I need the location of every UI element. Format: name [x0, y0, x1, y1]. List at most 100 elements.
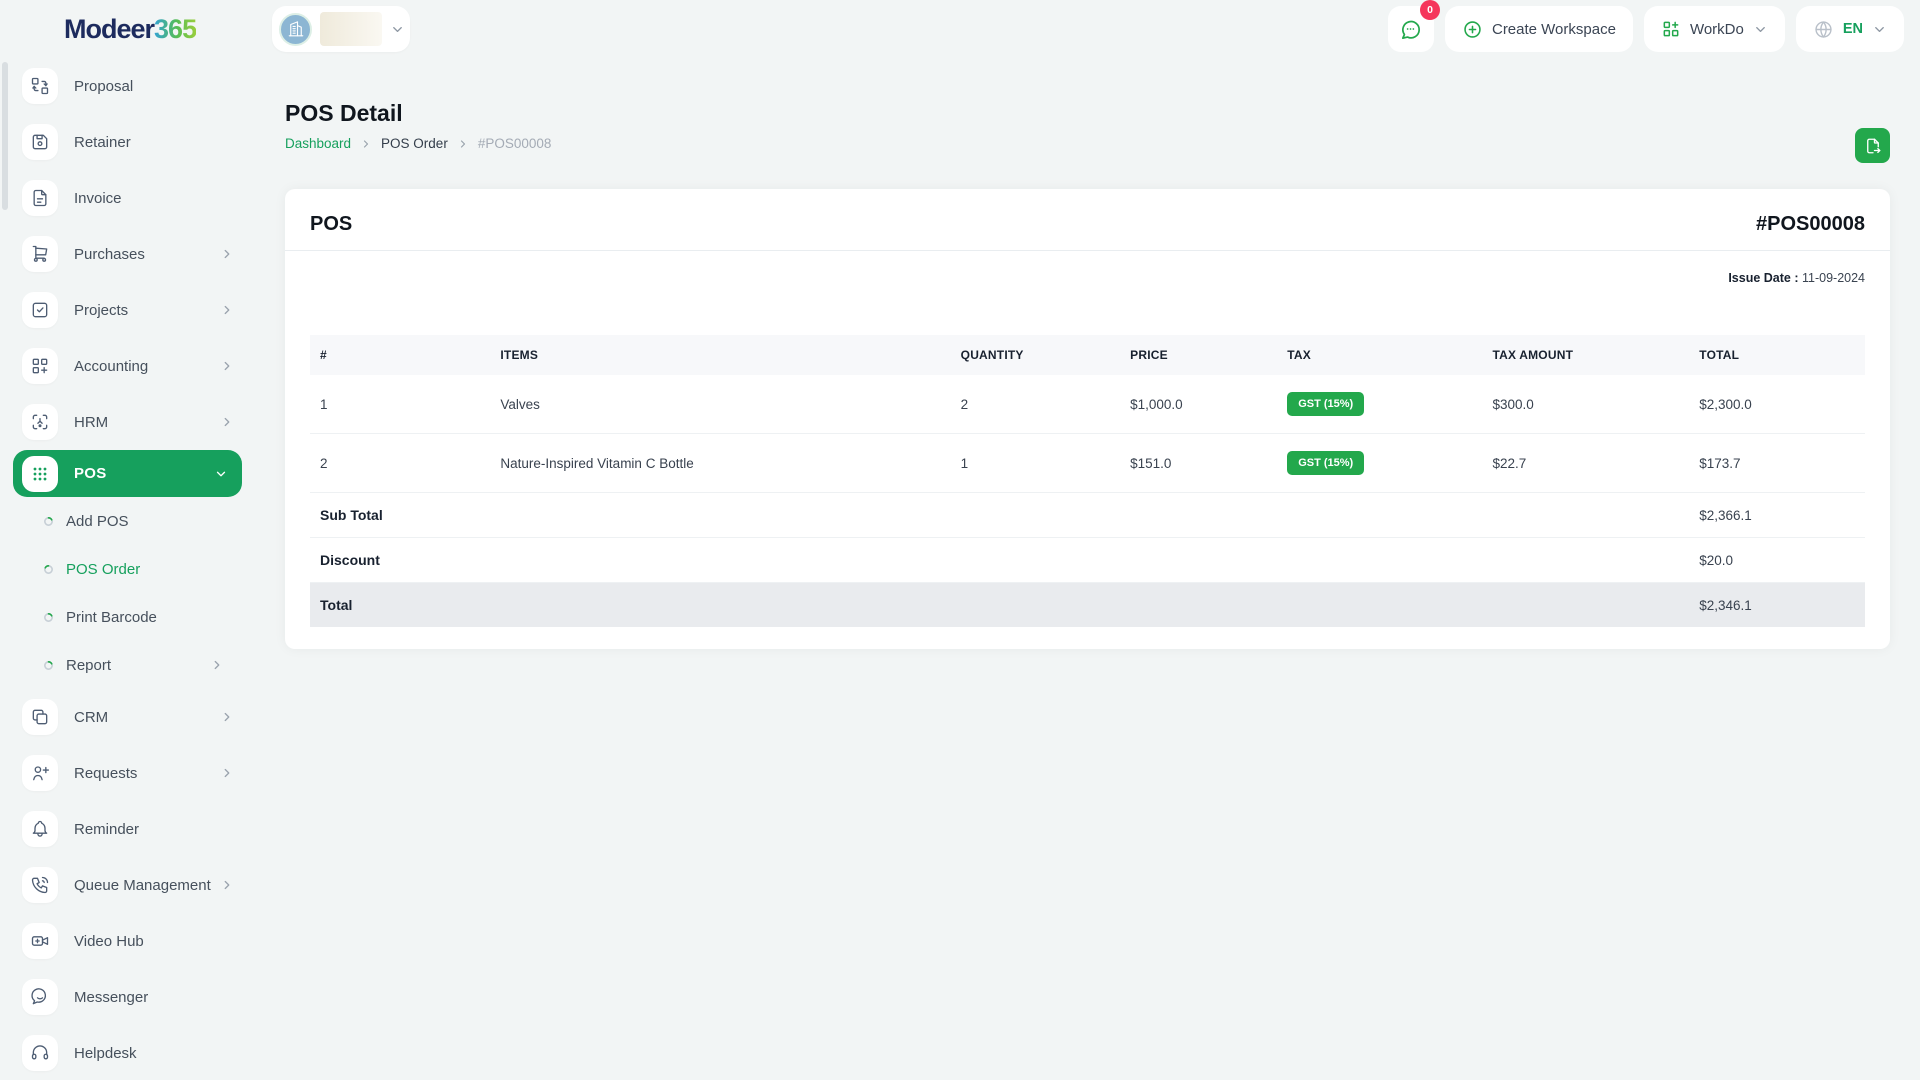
topbar-actions: 0 Create Workspace WorkDo EN — [1387, 0, 1904, 52]
col-tax-amount: TAX AMOUNT — [1482, 335, 1690, 375]
bell-icon — [22, 811, 58, 847]
sidebar-subitem-report[interactable]: Report — [22, 641, 252, 689]
issue-date-value: 11-09-2024 — [1801, 271, 1865, 285]
total-value: $2,346.1 — [1689, 582, 1865, 627]
app-logo[interactable]: Modeer 365 — [64, 13, 197, 45]
sidebar-item-label: HRM — [74, 413, 109, 431]
user-scan-icon — [22, 404, 58, 440]
create-workspace-button[interactable]: Create Workspace — [1444, 6, 1633, 52]
user-plus-icon — [22, 755, 58, 791]
col-total: TOTAL — [1689, 335, 1865, 375]
chevron-right-icon — [360, 138, 372, 150]
chevron-right-icon — [224, 880, 230, 890]
sidebar-item-queue-management[interactable]: Queue Management — [22, 857, 252, 913]
disc-icon — [44, 612, 53, 622]
cell-index: 2 — [310, 433, 491, 493]
items-table-wrap: # ITEMS QUANTITY PRICE TAX TAX AMOUNT TO… — [285, 335, 1890, 627]
sidebar-item-label: Projects — [74, 301, 129, 319]
subtotal-label: Sub Total — [310, 492, 1690, 538]
sidebar-item-invoice[interactable]: Invoice — [22, 170, 252, 226]
sidebar-item-messenger[interactable]: Messenger — [22, 969, 252, 1025]
dots-grid-icon — [22, 455, 58, 492]
table-row: 1 Valves 2 $1,000.0 GST (15%) $300.0 $2,… — [310, 375, 1865, 434]
breadcrumb: Dashboard POS Order #POS00008 — [285, 136, 551, 151]
sidebar-item-pos[interactable]: POS — [13, 450, 242, 497]
apps-grid-icon — [1663, 21, 1679, 37]
sidebar-subitem-add-pos[interactable]: Add POS — [22, 497, 252, 545]
chevron-right-icon — [224, 361, 230, 371]
cell-item: Valves — [490, 375, 951, 434]
sidebar-item-label: CRM — [74, 708, 109, 726]
export-button[interactable] — [1855, 128, 1890, 163]
chevron-down-icon — [1875, 26, 1884, 32]
breadcrumb-pos-order: POS Order — [381, 136, 448, 151]
issue-date-row: Issue Date : 11-09-2024 — [285, 251, 1890, 285]
sidebar-subitem-pos-order[interactable]: POS Order — [22, 545, 252, 593]
chat-icon — [1402, 20, 1421, 39]
grid-plus-icon — [22, 348, 58, 384]
sidebar-item-label: Invoice — [74, 189, 122, 207]
sidebar-subitem-print-barcode[interactable]: Print Barcode — [22, 593, 252, 641]
chevron-right-icon — [224, 417, 230, 427]
chevron-right-icon — [214, 660, 220, 670]
cell-total: $173.7 — [1689, 433, 1865, 493]
subtotal-row: Sub Total $2,366.1 — [310, 492, 1865, 538]
col-items: ITEMS — [490, 335, 951, 375]
notification-badge: 0 — [1419, 0, 1440, 20]
language-dropdown[interactable]: EN — [1795, 6, 1904, 52]
table-row: 2 Nature-Inspired Vitamin C Bottle 1 $15… — [310, 433, 1865, 493]
phone-call-icon — [22, 867, 58, 903]
page-header: POS Detail Dashboard POS Order #POS00008 — [285, 100, 1890, 163]
sidebar-item-helpdesk[interactable]: Helpdesk — [22, 1025, 252, 1080]
sidebar-item-accounting[interactable]: Accounting — [22, 338, 252, 394]
cell-tax: GST (15%) — [1277, 433, 1483, 493]
cell-tax: GST (15%) — [1277, 375, 1483, 434]
headset-icon — [22, 1035, 58, 1071]
col-index: # — [310, 335, 491, 375]
breadcrumb-dashboard-link[interactable]: Dashboard — [285, 136, 352, 151]
total-row: Total $2,346.1 — [310, 582, 1865, 627]
sidebar-item-crm[interactable]: CRM — [22, 689, 252, 745]
sidebar-item-purchases[interactable]: Purchases — [22, 226, 252, 282]
cell-price: $151.0 — [1120, 433, 1278, 493]
col-tax: TAX — [1277, 335, 1483, 375]
pos-card: POS #POS00008 Issue Date : 11-09-2024 # … — [285, 189, 1890, 649]
sidebar-item-label: Video Hub — [74, 932, 144, 950]
table-header-row: # ITEMS QUANTITY PRICE TAX TAX AMOUNT TO… — [310, 335, 1865, 375]
cart-icon — [22, 236, 58, 272]
page-title: POS Detail — [285, 100, 403, 126]
retainer-icon — [22, 124, 58, 160]
pos-card-title: POS — [310, 213, 353, 235]
sidebar-item-projects[interactable]: Projects — [22, 282, 252, 338]
workspace-selector[interactable] — [272, 6, 411, 52]
logo-text-primary: Modeer — [64, 13, 155, 44]
sidebar-scrollbar[interactable] — [2, 62, 8, 210]
sidebar-item-hrm[interactable]: HRM — [22, 394, 252, 450]
col-quantity: QUANTITY — [950, 335, 1121, 375]
invoice-icon — [22, 180, 58, 216]
cell-tax-amount: $22.7 — [1482, 433, 1690, 493]
cell-total: $2,300.0 — [1689, 375, 1865, 434]
discount-row: Discount $20.0 — [310, 537, 1865, 583]
sidebar-item-label: Queue Management — [74, 876, 211, 894]
main-content: POS Detail Dashboard POS Order #POS00008… — [285, 58, 1890, 649]
total-label: Total — [310, 582, 1690, 627]
message-icon — [22, 979, 58, 1015]
sidebar-item-label: POS — [74, 465, 107, 482]
checkbox-icon — [22, 292, 58, 328]
sidebar-item-retainer[interactable]: Retainer — [22, 114, 252, 170]
sidebar-item-label: Messenger — [74, 988, 149, 1006]
sidebar-item-requests[interactable]: Requests — [22, 745, 252, 801]
messages-button[interactable]: 0 — [1387, 0, 1440, 52]
sidebar-item-label: Purchases — [74, 245, 145, 263]
sidebar-item-reminder[interactable]: Reminder — [22, 801, 252, 857]
cards-icon — [22, 699, 58, 735]
chevron-down-icon — [216, 471, 226, 476]
globe-icon — [1815, 20, 1832, 38]
disc-icon — [44, 564, 53, 574]
sidebar-item-proposal[interactable]: Proposal — [22, 58, 252, 114]
sidebar-item-video-hub[interactable]: Video Hub — [22, 913, 252, 969]
workdo-dropdown[interactable]: WorkDo — [1643, 6, 1785, 52]
cell-price: $1,000.0 — [1120, 375, 1278, 434]
tax-badge: GST (15%) — [1287, 451, 1365, 475]
